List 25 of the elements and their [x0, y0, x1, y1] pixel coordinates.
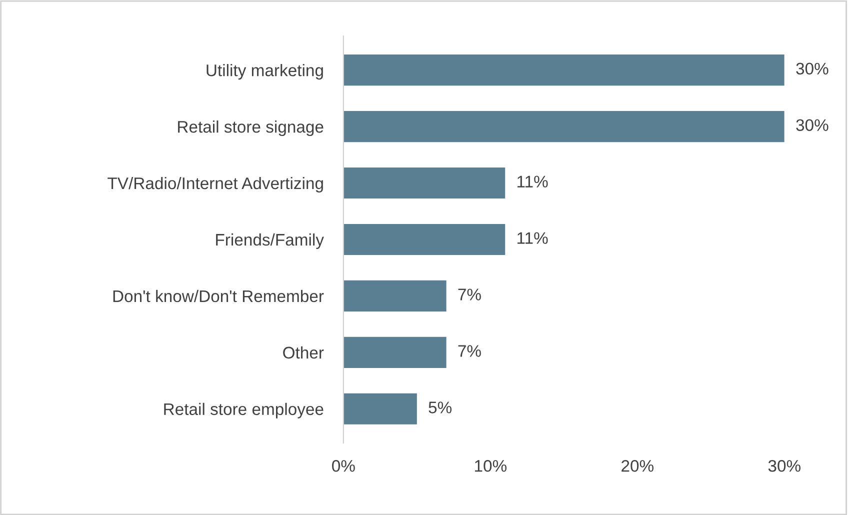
data-label: 30% [796, 62, 828, 75]
data-label: 11% [518, 232, 548, 244]
data-label: 11% [518, 176, 548, 188]
data-label: 7% [458, 288, 481, 300]
bar [343, 224, 506, 256]
data-label: 5% [428, 402, 452, 414]
y-tick-label: TV/Radio/Internet Advertizing [108, 176, 323, 193]
y-tick-label: Other [283, 346, 324, 359]
bar [343, 280, 446, 312]
y-tick-label: Friends/Family [216, 233, 324, 249]
x-tick-label: 0% [332, 460, 355, 472]
y-tick-label: Don't know/Don't Remember [113, 290, 324, 302]
y-tick-label: Retail store employee [164, 402, 324, 418]
x-tick-label: 30% [768, 460, 800, 472]
data-label: 30% [796, 119, 828, 132]
y-tick-label: Utility marketing [206, 64, 323, 80]
bar [343, 111, 784, 142]
bar [343, 336, 446, 368]
y-tick-label: Retail store signage [178, 120, 324, 136]
x-tick-label: 10% [475, 460, 507, 472]
bar [343, 167, 506, 199]
x-tick-label: 20% [622, 460, 654, 472]
bar [343, 54, 784, 86]
bar [343, 393, 417, 424]
data-label: 7% [458, 345, 481, 357]
